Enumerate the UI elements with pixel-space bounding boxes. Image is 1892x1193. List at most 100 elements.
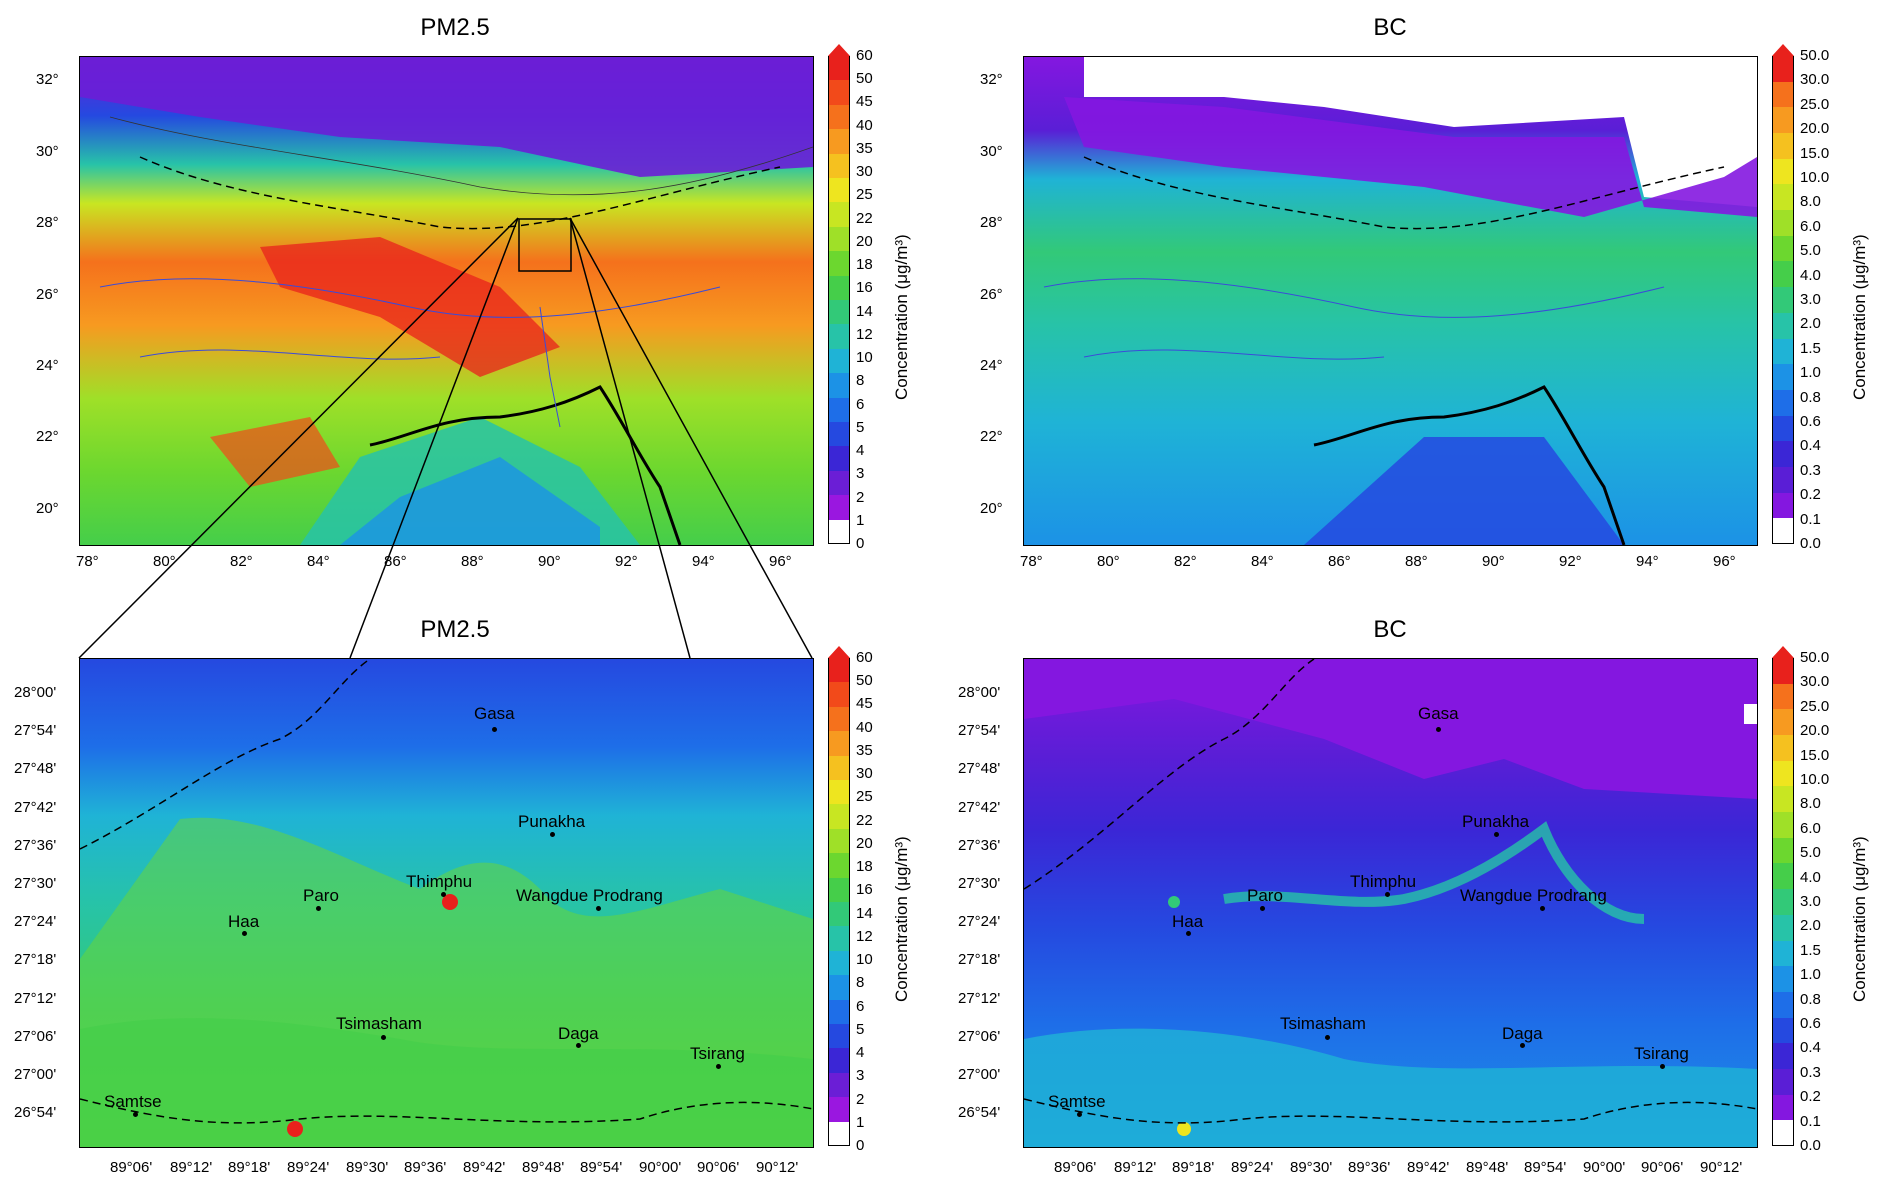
bc-bhutan-map bbox=[1023, 658, 1758, 1148]
lon-tick: 86° bbox=[384, 553, 407, 570]
lat-tick: 20° bbox=[980, 500, 1003, 517]
lon-tick: 89°24' bbox=[1231, 1159, 1274, 1176]
lon-tick: 89°18' bbox=[228, 1159, 271, 1176]
colorbar-title: Concentration (μg/m³) bbox=[892, 836, 911, 1002]
colorbar-label: 0.2 bbox=[1800, 486, 1821, 504]
city-label-paro: Paro bbox=[303, 886, 339, 905]
colorbar-arrow bbox=[1772, 44, 1794, 56]
lon-tick: 84° bbox=[1251, 553, 1274, 570]
colorbar-label: 18 bbox=[856, 256, 873, 274]
colorbar-cell bbox=[828, 275, 850, 300]
lon-tick: 89°30' bbox=[346, 1159, 389, 1176]
colorbar-cell bbox=[1772, 261, 1794, 288]
colorbar-label: 0.8 bbox=[1800, 990, 1821, 1008]
colorbar-label: 0.1 bbox=[1800, 1112, 1821, 1130]
lon-tick: 89°54' bbox=[1524, 1159, 1567, 1176]
colorbar-cell bbox=[828, 975, 850, 1000]
colorbar-label: 8 bbox=[856, 974, 865, 992]
colorbar-label: 10 bbox=[856, 349, 873, 367]
colorbar-label: 14 bbox=[856, 302, 873, 320]
colorbar-cell bbox=[828, 300, 850, 325]
city-marker bbox=[1385, 892, 1390, 897]
colorbar-label: 5.0 bbox=[1800, 844, 1821, 862]
colorbar-pm25-bottom: 60 50 45 40 35 30 25 22 20 18 16 14 12 10 8 6 5 4 3 2 1 0 bbox=[828, 646, 873, 1154]
colorbar-cell bbox=[1772, 1094, 1794, 1121]
colorbar-label: 15.0 bbox=[1800, 746, 1830, 764]
lat-tick: 22° bbox=[980, 428, 1003, 445]
colorbar-cell bbox=[828, 658, 850, 683]
city-marker bbox=[1660, 1064, 1665, 1069]
colorbar-label: 1.0 bbox=[1800, 966, 1821, 984]
colorbar-cell bbox=[828, 755, 850, 780]
lon-tick: 96° bbox=[1713, 553, 1736, 570]
lat-tick: 27°12' bbox=[958, 990, 1001, 1007]
lon-tick: 89°42' bbox=[463, 1159, 506, 1176]
colorbar-label: 25 bbox=[856, 186, 873, 204]
lon-tick: 90°12' bbox=[756, 1159, 799, 1176]
lon-tick: 89°36' bbox=[1348, 1159, 1391, 1176]
lon-tick: 82° bbox=[230, 553, 253, 570]
lat-tick: 27°00' bbox=[14, 1066, 57, 1083]
colorbar-cell bbox=[1772, 364, 1794, 390]
colorbar-cell bbox=[1772, 812, 1794, 838]
lon-tick: 90° bbox=[1482, 553, 1505, 570]
colorbar-cell bbox=[828, 731, 850, 756]
colorbar-cell bbox=[1772, 210, 1794, 236]
colorbar-label: 5.0 bbox=[1800, 242, 1821, 260]
colorbar-cell bbox=[828, 153, 850, 178]
colorbar-label: 0.3 bbox=[1800, 1063, 1821, 1081]
colorbar-label: 6.0 bbox=[1800, 217, 1821, 235]
colorbar-cell bbox=[828, 804, 850, 829]
colorbar-label: 0.0 bbox=[1800, 535, 1821, 552]
colorbar-label: 6 bbox=[856, 997, 865, 1015]
pm25-region-map bbox=[79, 56, 814, 546]
lat-tick: 27°36' bbox=[14, 837, 57, 854]
colorbar-arrow bbox=[828, 44, 850, 56]
lat-tick: 32° bbox=[980, 71, 1003, 88]
lon-tick: 82° bbox=[1174, 553, 1197, 570]
colorbar-label: 14 bbox=[856, 904, 873, 922]
colorbar-label: 60 bbox=[856, 649, 873, 666]
colorbar-cell bbox=[1772, 786, 1794, 813]
city-marker bbox=[716, 1064, 721, 1069]
colorbar-label: 10.0 bbox=[1800, 169, 1830, 186]
colorbar-cell bbox=[828, 877, 850, 902]
colorbar-cell bbox=[1772, 658, 1794, 684]
lat-tick: 27°06' bbox=[14, 1028, 57, 1045]
city-marker bbox=[576, 1043, 581, 1048]
city-label-thimphu: Thimphu bbox=[406, 872, 473, 891]
colorbar-title: Concentration (μg/m³) bbox=[1850, 234, 1869, 400]
city-label-punakha: Punakha bbox=[1462, 812, 1530, 831]
lat-tick: 27°12' bbox=[14, 990, 57, 1007]
lon-tick: 89°54' bbox=[580, 1159, 623, 1176]
lon-tick: 89°06' bbox=[1054, 1159, 1097, 1176]
colorbar-label: 50.0 bbox=[1800, 47, 1830, 64]
colorbar-label: 0 bbox=[856, 1137, 865, 1154]
colorbar-label: 15.0 bbox=[1800, 144, 1830, 162]
colorbar-label: 16 bbox=[856, 881, 873, 899]
lon-tick: 89°48' bbox=[522, 1159, 565, 1176]
colorbar-label: 0.6 bbox=[1800, 413, 1821, 430]
colorbar-title: Concentration (μg/m³) bbox=[892, 234, 911, 400]
colorbar-cell bbox=[1772, 863, 1794, 890]
colorbar-label: 4 bbox=[856, 1044, 865, 1062]
lon-tick: 89°06' bbox=[110, 1159, 153, 1176]
colorbar-label: 22 bbox=[856, 209, 873, 227]
colorbar-cell bbox=[1772, 441, 1794, 467]
panel-title: PM2.5 bbox=[420, 14, 490, 41]
lon-tick: 96° bbox=[769, 553, 792, 570]
bc-region-map bbox=[1023, 56, 1758, 546]
colorbar-label: 20.0 bbox=[1800, 722, 1830, 740]
city-label-wangdue-prodrang: Wangdue Prodrang bbox=[1460, 886, 1607, 905]
lon-tick: 90°06' bbox=[1641, 1159, 1684, 1176]
colorbar-label: 18 bbox=[856, 858, 873, 876]
lat-tick: 27°54' bbox=[14, 722, 57, 739]
lat-tick: 27°24' bbox=[14, 913, 57, 930]
lon-tick: 89°24' bbox=[287, 1159, 330, 1176]
lat-tick: 24° bbox=[36, 357, 59, 374]
colorbar-label: 30 bbox=[856, 163, 873, 181]
colorbar-cell bbox=[1772, 966, 1794, 992]
city-marker bbox=[1520, 1043, 1525, 1048]
city-label-punakha: Punakha bbox=[518, 812, 586, 831]
colorbar-cell bbox=[1772, 492, 1794, 519]
